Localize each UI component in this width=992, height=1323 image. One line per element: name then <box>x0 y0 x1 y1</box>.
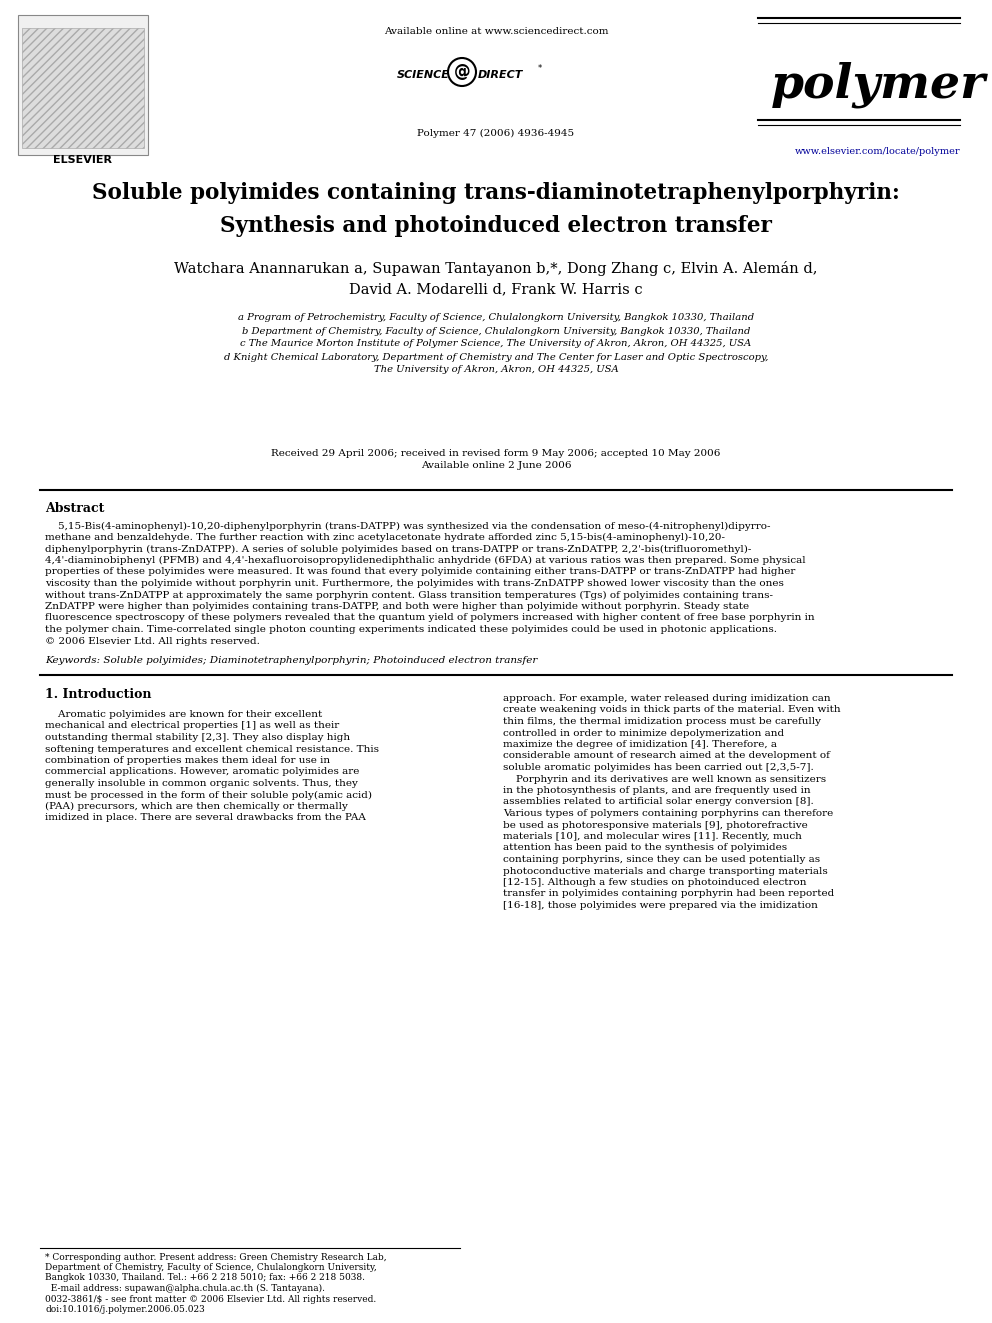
Text: The University of Akron, Akron, OH 44325, USA: The University of Akron, Akron, OH 44325… <box>374 365 618 374</box>
Text: the polymer chain. Time-correlated single photon counting experiments indicated : the polymer chain. Time-correlated singl… <box>45 624 777 634</box>
Text: combination of properties makes them ideal for use in: combination of properties makes them ide… <box>45 755 330 765</box>
Text: [12-15]. Although a few studies on photoinduced electron: [12-15]. Although a few studies on photo… <box>503 878 806 886</box>
Text: SCIENCE: SCIENCE <box>397 70 450 79</box>
Text: soluble aromatic polyimides has been carried out [2,3,5-7].: soluble aromatic polyimides has been car… <box>503 763 813 773</box>
Text: Abstract: Abstract <box>45 501 104 515</box>
Text: Received 29 April 2006; received in revised form 9 May 2006; accepted 10 May 200: Received 29 April 2006; received in revi… <box>272 448 720 458</box>
Text: transfer in polyimides containing porphyrin had been reported: transfer in polyimides containing porphy… <box>503 889 834 898</box>
Text: considerable amount of research aimed at the development of: considerable amount of research aimed at… <box>503 751 830 761</box>
Text: diphenylporphyrin (trans-ZnDATPP). A series of soluble polyimides based on trans: diphenylporphyrin (trans-ZnDATPP). A ser… <box>45 545 751 553</box>
Text: d Knight Chemical Laboratory, Department of Chemistry and The Center for Laser a: d Knight Chemical Laboratory, Department… <box>224 352 768 361</box>
Text: must be processed in the form of their soluble poly(amic acid): must be processed in the form of their s… <box>45 790 372 799</box>
Text: be used as photoresponsive materials [9], photorefractive: be used as photoresponsive materials [9]… <box>503 820 807 830</box>
Text: methane and benzaldehyde. The further reaction with zinc acetylacetonate hydrate: methane and benzaldehyde. The further re… <box>45 533 725 542</box>
Text: a Program of Petrochemistry, Faculty of Science, Chulalongkorn University, Bangk: a Program of Petrochemistry, Faculty of … <box>238 314 754 323</box>
Text: © 2006 Elsevier Ltd. All rights reserved.: © 2006 Elsevier Ltd. All rights reserved… <box>45 636 260 646</box>
Text: polymer: polymer <box>771 62 985 108</box>
Text: Polymer 47 (2006) 4936-4945: Polymer 47 (2006) 4936-4945 <box>418 128 574 138</box>
Text: materials [10], and molecular wires [11]. Recently, much: materials [10], and molecular wires [11]… <box>503 832 802 841</box>
Text: generally insoluble in common organic solvents. Thus, they: generally insoluble in common organic so… <box>45 779 358 789</box>
Text: maximize the degree of imidization [4]. Therefore, a: maximize the degree of imidization [4]. … <box>503 740 777 749</box>
Text: Various types of polymers containing porphyrins can therefore: Various types of polymers containing por… <box>503 808 833 818</box>
Text: Keywords: Soluble polyimides; Diaminotetraphenylporphyrin; Photoinduced electron: Keywords: Soluble polyimides; Diaminotet… <box>45 656 538 665</box>
Text: softening temperatures and excellent chemical resistance. This: softening temperatures and excellent che… <box>45 745 379 754</box>
Text: DIRECT: DIRECT <box>478 70 524 79</box>
Text: without trans-ZnDATPP at approximately the same porphyrin content. Glass transit: without trans-ZnDATPP at approximately t… <box>45 590 773 599</box>
Text: create weakening voids in thick parts of the material. Even with: create weakening voids in thick parts of… <box>503 705 840 714</box>
Text: ZnDATPP were higher than polyimides containing trans-DATPP, and both were higher: ZnDATPP were higher than polyimides cont… <box>45 602 749 611</box>
Text: commercial applications. However, aromatic polyimides are: commercial applications. However, aromat… <box>45 767 359 777</box>
Text: 5,15-Bis(4-aminophenyl)-10,20-diphenylporphyrin (trans-DATPP) was synthesized vi: 5,15-Bis(4-aminophenyl)-10,20-diphenylpo… <box>45 521 771 531</box>
Text: controlled in order to minimize depolymerization and: controlled in order to minimize depolyme… <box>503 729 784 737</box>
Text: Soluble polyimides containing ​trans​-diaminotetraphenylporphyrin:: Soluble polyimides containing ​trans​-di… <box>92 183 900 204</box>
Bar <box>18 15 148 155</box>
Text: @: @ <box>453 64 470 81</box>
Text: 0032-3861/$ - see front matter © 2006 Elsevier Ltd. All rights reserved.: 0032-3861/$ - see front matter © 2006 El… <box>45 1295 376 1304</box>
Text: (PAA) precursors, which are then chemically or thermally: (PAA) precursors, which are then chemica… <box>45 802 348 811</box>
Text: [16-18], those polyimides were prepared via the imidization: [16-18], those polyimides were prepared … <box>503 901 817 910</box>
Text: Watchara Anannarukan a, Supawan Tantayanon b,*, Dong Zhang c, Elvin A. Alemán d,: Watchara Anannarukan a, Supawan Tantayan… <box>175 261 817 275</box>
Bar <box>22 28 144 148</box>
Text: David A. Modarelli d, Frank W. Harris c: David A. Modarelli d, Frank W. Harris c <box>349 282 643 296</box>
Text: Synthesis and photoinduced electron transfer: Synthesis and photoinduced electron tran… <box>220 216 772 237</box>
Text: viscosity than the polyimide without porphyrin unit. Furthermore, the polyimides: viscosity than the polyimide without por… <box>45 579 784 587</box>
Text: properties of these polyimides were measured. It was found that every polyimide : properties of these polyimides were meas… <box>45 568 796 577</box>
Text: b Department of Chemistry, Faculty of Science, Chulalongkorn University, Bangkok: b Department of Chemistry, Faculty of Sc… <box>242 327 750 336</box>
Text: mechanical and electrical properties [1] as well as their: mechanical and electrical properties [1]… <box>45 721 339 730</box>
Text: attention has been paid to the synthesis of polyimides: attention has been paid to the synthesis… <box>503 844 787 852</box>
Text: doi:10.1016/j.polymer.2006.05.023: doi:10.1016/j.polymer.2006.05.023 <box>45 1306 204 1315</box>
Text: Porphyrin and its derivatives are well known as sensitizers: Porphyrin and its derivatives are well k… <box>503 774 826 783</box>
Text: Available online 2 June 2006: Available online 2 June 2006 <box>421 462 571 471</box>
Text: containing porphyrins, since they can be used potentially as: containing porphyrins, since they can be… <box>503 855 820 864</box>
Text: fluorescence spectroscopy of these polymers revealed that the quantum yield of p: fluorescence spectroscopy of these polym… <box>45 614 814 623</box>
Text: Aromatic polyimides are known for their excellent: Aromatic polyimides are known for their … <box>45 710 322 718</box>
Text: outstanding thermal stability [2,3]. They also display high: outstanding thermal stability [2,3]. The… <box>45 733 350 742</box>
Text: approach. For example, water released during imidization can: approach. For example, water released du… <box>503 695 830 703</box>
Text: assemblies related to artificial solar energy conversion [8].: assemblies related to artificial solar e… <box>503 798 813 807</box>
Text: www.elsevier.com/locate/polymer: www.elsevier.com/locate/polymer <box>796 147 961 156</box>
Text: Available online at www.sciencedirect.com: Available online at www.sciencedirect.co… <box>384 28 608 37</box>
Text: thin films, the thermal imidization process must be carefully: thin films, the thermal imidization proc… <box>503 717 821 726</box>
Text: 1. Introduction: 1. Introduction <box>45 688 152 701</box>
Text: c The Maurice Morton Institute of Polymer Science, The University of Akron, Akro: c The Maurice Morton Institute of Polyme… <box>240 340 752 348</box>
Text: ELSEVIER: ELSEVIER <box>54 155 112 165</box>
Text: photoconductive materials and charge transporting materials: photoconductive materials and charge tra… <box>503 867 827 876</box>
Text: 4,4'-diaminobiphenyl (PFMB) and 4,4'-hexafluoroisopropylidenediphthalic anhydrid: 4,4'-diaminobiphenyl (PFMB) and 4,4'-hex… <box>45 556 806 565</box>
Text: E-mail address: supawan@alpha.chula.ac.th (S. Tantayana).: E-mail address: supawan@alpha.chula.ac.t… <box>45 1283 325 1293</box>
Text: * Corresponding author. Present address: Green Chemistry Research Lab,: * Corresponding author. Present address:… <box>45 1253 387 1262</box>
Text: imidized in place. There are several drawbacks from the PAA: imidized in place. There are several dra… <box>45 814 366 823</box>
Text: in the photosynthesis of plants, and are frequently used in: in the photosynthesis of plants, and are… <box>503 786 810 795</box>
Text: Department of Chemistry, Faculty of Science, Chulalongkorn University,: Department of Chemistry, Faculty of Scie… <box>45 1263 377 1273</box>
Text: Bangkok 10330, Thailand. Tel.: +66 2 218 5010; fax: +66 2 218 5038.: Bangkok 10330, Thailand. Tel.: +66 2 218… <box>45 1274 365 1282</box>
Text: *: * <box>538 64 542 73</box>
